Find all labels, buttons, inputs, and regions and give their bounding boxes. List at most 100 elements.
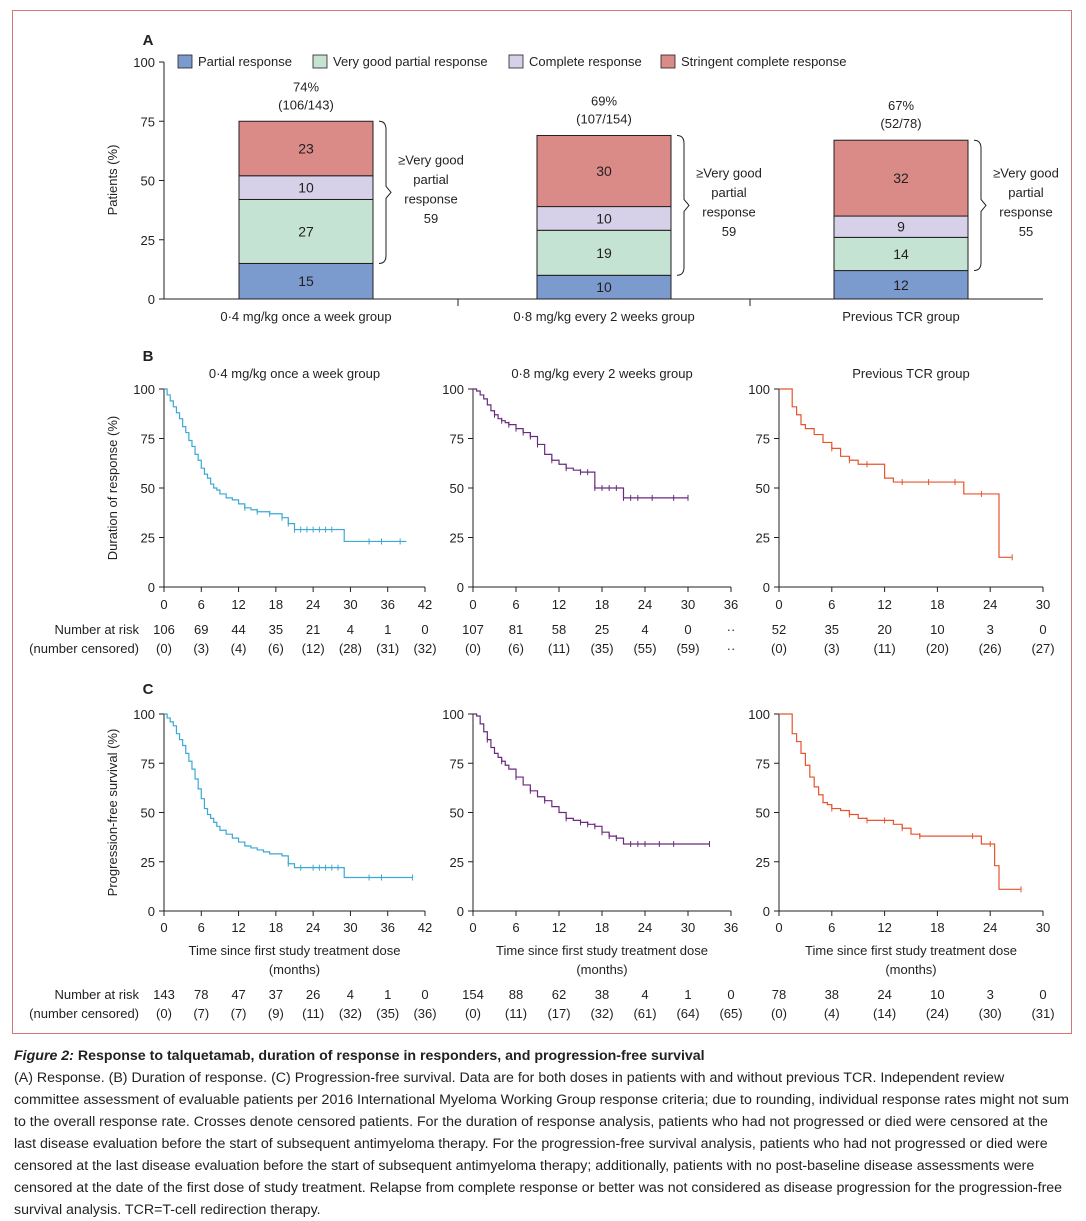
panel-c-number-at-risk: 143 [153,987,175,1002]
panel-b-number-at-risk: 0 [684,622,691,637]
bar-value-label: 14 [893,246,909,262]
panel-b-number-censored: (11) [874,641,896,656]
panel-c-y-tick-label: 50 [756,806,770,821]
panel-c-x-tick-label: 6 [512,920,519,935]
panel-b-number-at-risk: 58 [552,622,566,637]
panel-c-y-tick-label: 100 [748,707,770,722]
panel-c-y-axis-label: Progression-free survival (%) [105,729,120,897]
bar-segment [536,134,672,208]
panel-c-y-tick-label: 0 [457,904,464,919]
bar-value-label: 30 [596,163,612,179]
panel-a-category-label: Previous TCR group [842,309,960,324]
panel-b-number-censored: (28) [339,641,362,656]
panel-c-number-censored: (0) [156,1006,172,1021]
panel-c-x-axis-label-units: (months) [576,962,627,977]
panel-b-y-tick-label: 50 [141,481,155,496]
panel-b-number-at-risk: 21 [306,622,320,637]
panel-b-x-tick-label: 6 [828,597,835,612]
panel-c-y-tick-label: 50 [141,806,155,821]
panel-c-number-at-risk: 38 [825,987,839,1002]
legend-label: Partial response [198,54,292,69]
panel-b-number-censored: (20) [926,641,949,656]
vgpr-bracket-label: partial [413,172,449,187]
bar-value-label: 32 [893,170,909,186]
panel-b-x-tick-label: 18 [595,597,609,612]
panel-c-y-tick-label: 0 [148,904,155,919]
panel-b-y-axis-label: Duration of response (%) [105,416,120,561]
panel-b-censored-label: (number censored) [29,641,139,656]
vgpr-bracket-label: response [702,204,755,219]
bar-total-fraction: (106/143) [278,97,334,112]
panel-b-number-at-risk: 35 [269,622,283,637]
legend-swatch [177,54,193,69]
panel-c-x-tick-label: 18 [595,920,609,935]
panel-b-number-censored: (3) [824,641,840,656]
panel-c-number-censored: (31) [1031,1006,1054,1021]
panel-b-number-at-risk: 10 [930,622,944,637]
panel-b-x-tick-label: 18 [930,597,944,612]
panel-label-c: C [143,681,154,698]
panel-c-x-tick-label: 24 [983,920,997,935]
panel-b-number-at-risk: 52 [772,622,786,637]
panel-c-number-censored: (7) [231,1006,247,1021]
panel-c-number-at-risk: 1 [684,987,691,1002]
caption-heading: Figure 2: Response to talquetamab, durat… [14,1048,705,1064]
panel-c-number-censored: (35) [376,1006,399,1021]
vgpr-bracket-label: ≥Very good [696,165,762,180]
panel-a-y-axis-label: Patients (%) [105,145,120,216]
vgpr-bracket [973,139,987,272]
panel-b-subplot-title: 0·8 mg/kg every 2 weeks group [511,366,692,381]
panel-c-number-censored: (61) [633,1006,656,1021]
vgpr-bracket [676,134,690,276]
panel-c-x-tick-label: 24 [638,920,652,935]
panel-b-number-censored: (26) [979,641,1002,656]
panel-b-number-at-risk: 1 [384,622,391,637]
panel-c-number-censored: (0) [771,1006,787,1021]
panel-c-x-tick-label: 0 [469,920,476,935]
panel-c-y-tick-label: 100 [442,707,464,722]
bar-value-label: 9 [897,219,905,235]
bar-value-label: 10 [596,279,612,295]
panel-c-number-censored: (65) [719,1006,742,1021]
panel-b-x-tick-label: 0 [469,597,476,612]
panel-c-y-tick-label: 25 [141,855,155,870]
panel-b-x-tick-label: 0 [160,597,167,612]
panel-b-subplot-title: 0·4 mg/kg once a week group [209,366,380,381]
panel-c-number-censored: (14) [873,1006,896,1021]
panel-c-number-at-risk: 88 [509,987,523,1002]
panel-b-y-tick-label: 100 [133,382,155,397]
panel-c-x-tick-label: 12 [231,920,245,935]
panel-b-y-tick-label: 100 [748,382,770,397]
panel-b-number-at-risk: 44 [231,622,245,637]
panel-c-number-censored: (0) [465,1006,481,1021]
panel-b-x-tick-label: 6 [198,597,205,612]
bar-value-label: 10 [298,180,314,196]
panel-c-y-tick-label: 100 [133,707,155,722]
panel-c-x-tick-label: 18 [930,920,944,935]
panel-c-x-tick-label: 36 [724,920,738,935]
panel-b-number-censored: (6) [508,641,524,656]
panel-c-x-tick-label: 36 [380,920,394,935]
panel-b-number-censored: (4) [231,641,247,656]
vgpr-bracket-label: partial [711,185,747,200]
panel-c-x-axis-label-units: (months) [885,962,936,977]
panel-c-number-censored: (32) [339,1006,362,1021]
panel-c-risk-label: Number at risk [54,987,139,1002]
panel-b-number-at-risk: 4 [641,622,648,637]
vgpr-bracket-label: 59 [424,211,438,226]
panel-c-number-at-risk: 37 [269,987,283,1002]
panel-c-number-censored: (9) [268,1006,284,1021]
panel-b-number-at-risk: 106 [153,622,175,637]
panel-c-y-tick-label: 75 [450,756,464,771]
vgpr-bracket [378,120,392,264]
panel-b-number-at-risk: 69 [194,622,208,637]
panel-b-x-tick-label: 36 [724,597,738,612]
panel-b-number-censored: (0) [465,641,481,656]
panel-b-x-tick-label: 24 [983,597,997,612]
panel-b-risk-label: Number at risk [54,622,139,637]
panel-b-x-tick-label: 12 [552,597,566,612]
bar-value-label: 23 [298,141,314,157]
panel-b-x-tick-label: 12 [877,597,891,612]
panel-c-number-at-risk: 78 [772,987,786,1002]
bar-total-fraction: (107/154) [576,111,632,126]
